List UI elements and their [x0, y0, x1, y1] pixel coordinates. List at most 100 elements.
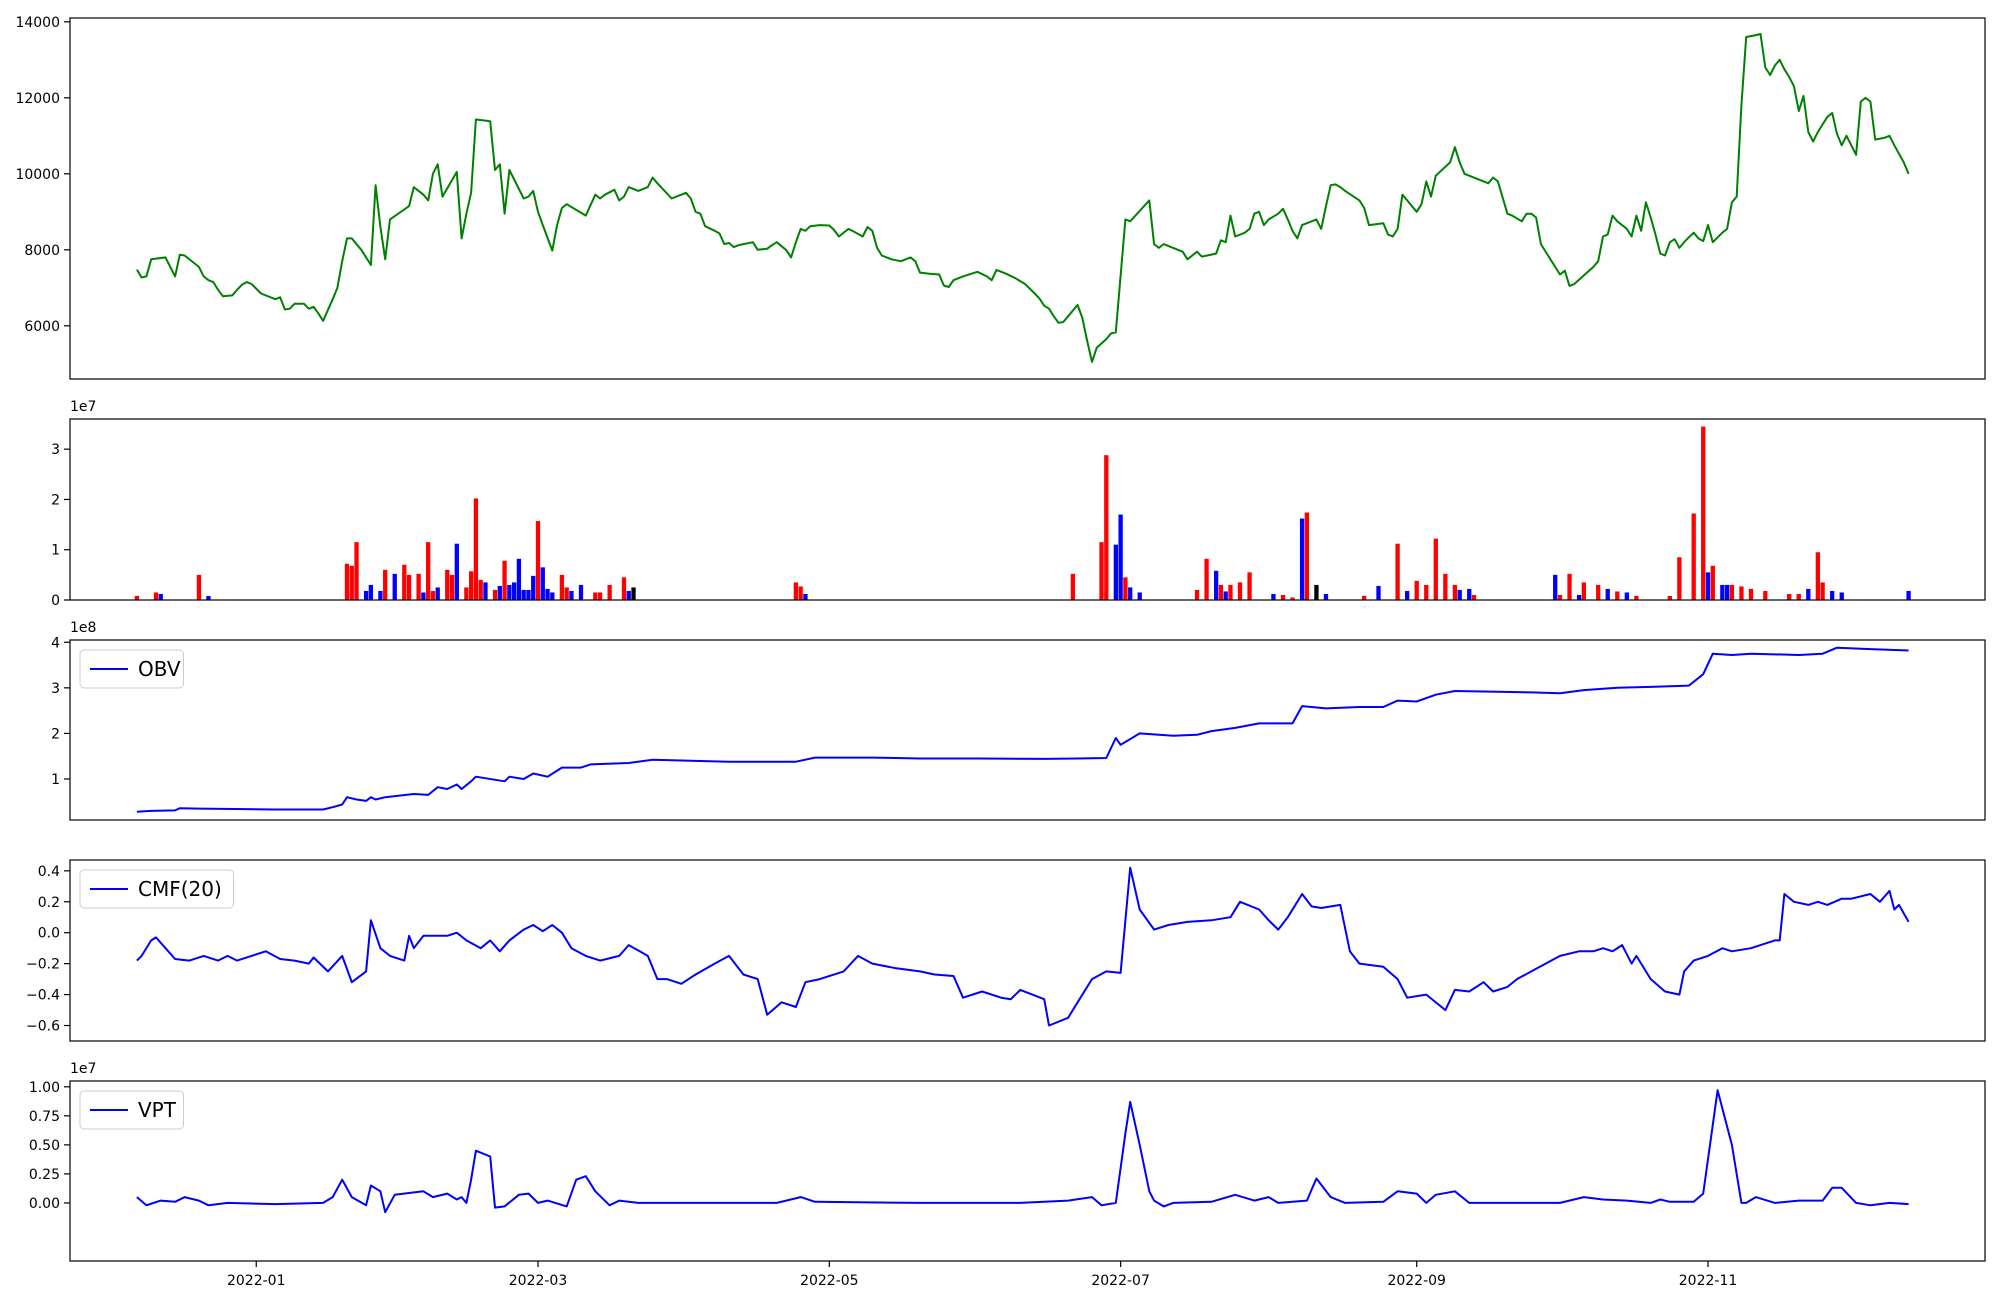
volume-bar-down — [1906, 590, 1911, 600]
volume-bar-up — [1787, 593, 1792, 600]
volume-bar-up — [449, 574, 455, 600]
volume-bar-up — [1123, 577, 1128, 600]
volume-bar-down — [368, 584, 374, 600]
y-tick-label: 12000 — [15, 91, 60, 107]
volume-bar-up — [1424, 584, 1429, 600]
y-tick-label: 1.00 — [29, 1080, 60, 1096]
volume-bar-down — [1137, 592, 1142, 600]
volume-bar-up — [1691, 513, 1696, 600]
volume-bar-down — [550, 592, 555, 600]
volume-bar-up — [153, 592, 159, 600]
volume-bar-up — [1280, 594, 1286, 600]
volume-bar-up — [1471, 594, 1477, 600]
volume-bar-up — [1815, 552, 1821, 600]
volume-bar-down — [526, 589, 531, 600]
y-tick-label: 3 — [51, 442, 60, 458]
volume-bar-up — [564, 587, 569, 600]
plot-area — [136, 646, 1909, 813]
volume-bar-down — [516, 558, 522, 600]
legend-box — [79, 649, 184, 689]
plot-area — [134, 426, 1911, 600]
volume-bar-down — [1553, 574, 1558, 600]
axis-multiplier-label: 1e8 — [70, 620, 96, 636]
volume-bar-up — [1667, 595, 1672, 600]
volume-bar-up — [464, 587, 469, 600]
x-tick-label: 2022-11 — [1679, 1273, 1738, 1289]
legend-label: CMF(20) — [138, 877, 222, 901]
volume-bar-up — [1228, 584, 1233, 600]
volume-bar-down — [363, 590, 369, 600]
volume-bar-up — [593, 592, 598, 600]
volume-bar-down — [1624, 592, 1629, 600]
volume-bar-up — [1452, 584, 1458, 600]
x-tick-label: 2022-05 — [800, 1273, 859, 1289]
volume-bar-up — [349, 565, 354, 600]
volume-bar-up — [559, 574, 565, 600]
volume-bar-up — [1204, 558, 1209, 600]
volume-bar-down — [1271, 593, 1276, 600]
volume-bar-up — [1433, 538, 1438, 600]
volume-bar-down — [507, 584, 512, 600]
volume-bar-up — [1729, 584, 1735, 600]
volume-bar-up — [134, 595, 140, 600]
y-tick-label: 14000 — [15, 15, 60, 31]
y-tick-label: 1 — [51, 543, 60, 559]
volume-bar-up — [607, 584, 612, 600]
volume-bar-down — [531, 575, 536, 600]
volume-bar-down — [1839, 592, 1844, 600]
volume-bar-up — [430, 590, 436, 600]
volume-bar-up — [1615, 591, 1620, 600]
axis-multiplier-label: 1e7 — [70, 399, 96, 415]
legend-label: OBV — [138, 657, 181, 681]
volume-bar-down — [578, 584, 584, 600]
volume-bar-up — [597, 592, 603, 600]
volume-bar-down — [545, 588, 550, 600]
legend: VPT — [79, 1090, 184, 1130]
volume-bar-up — [1304, 512, 1310, 600]
legend-box — [79, 869, 234, 909]
volume-bar-up — [468, 571, 474, 600]
y-tick-label: 0.2 — [38, 895, 60, 911]
volume-bar-down — [1605, 588, 1610, 600]
y-tick-label: 0.50 — [29, 1138, 60, 1154]
axis-multiplier-label: 1e7 — [70, 1061, 96, 1077]
volume-bar-up — [445, 569, 450, 600]
volume-bar-flat — [1314, 584, 1319, 600]
volume-bar-down — [511, 582, 517, 600]
plot-area — [136, 33, 1910, 363]
y-tick-label: 0.25 — [29, 1167, 60, 1183]
legend: CMF(20) — [79, 869, 234, 909]
volume-bar-up — [1596, 584, 1601, 600]
volume-bar-up — [1237, 582, 1243, 600]
volume-bar-flat — [631, 587, 636, 600]
volume-bar-down — [158, 593, 163, 600]
volume-bar-up — [383, 569, 388, 600]
volume-bar-down — [1467, 588, 1472, 600]
volume-bar-down — [435, 587, 440, 600]
axes-frame — [69, 859, 1986, 1042]
volume-bar-up — [1218, 584, 1224, 600]
volume-bar-down — [497, 585, 502, 600]
y-tick-label: 0.00 — [29, 1196, 60, 1212]
volume-bar-up — [1070, 573, 1076, 600]
volume-bar-up — [473, 498, 479, 600]
volume-bar-up — [1443, 573, 1448, 600]
volume-bar-up — [1710, 565, 1715, 600]
y-tick-label: 1 — [51, 772, 60, 788]
volume-bar-down — [1376, 585, 1381, 600]
volume-bar-down — [1299, 518, 1305, 600]
volume-bar-up — [1677, 557, 1682, 600]
volume-bar-down — [1213, 570, 1219, 600]
volume-bar-down — [421, 592, 426, 600]
volume-bar-up — [416, 573, 421, 600]
y-tick-label: 0.4 — [38, 864, 60, 880]
volume-bar-up — [1414, 580, 1419, 600]
panel-1: 6000 8000 10000 12000 14000 — [15, 15, 1986, 380]
volume-bar-down — [1576, 594, 1582, 600]
x-tick-label: 2022-07 — [1091, 1273, 1150, 1289]
volume-bar-up — [1796, 593, 1801, 600]
axes-frame — [69, 17, 1986, 380]
volume-bar-down — [1128, 587, 1133, 600]
axes-frame — [69, 418, 1986, 601]
